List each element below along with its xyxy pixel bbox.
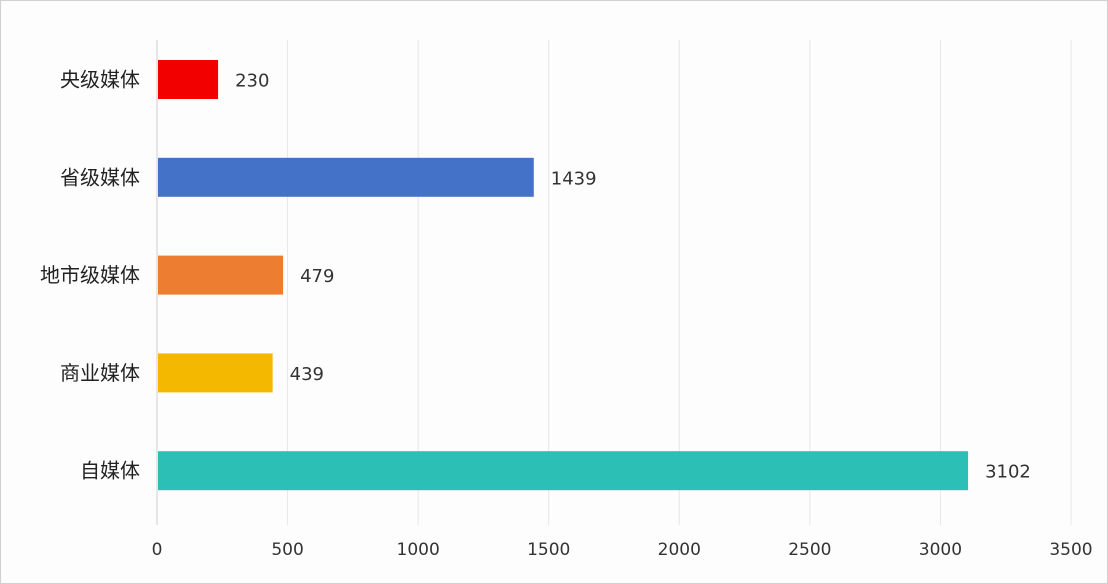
bar — [158, 60, 219, 99]
bar — [158, 255, 284, 295]
category-label: 自媒体 — [80, 459, 140, 483]
x-tick-label: 3500 — [1049, 540, 1092, 560]
x-tick-label: 3000 — [919, 540, 962, 560]
x-tick-label: 500 — [271, 540, 303, 560]
x-tick-label: 1000 — [397, 540, 440, 560]
category-label: 央级媒体 — [60, 68, 140, 92]
x-tick-label: 1500 — [527, 540, 570, 560]
category-label: 商业媒体 — [60, 361, 140, 385]
bar — [158, 157, 534, 197]
data-label: 230 — [235, 71, 269, 92]
data-label: 439 — [290, 364, 324, 385]
x-tick-label: 2000 — [658, 540, 701, 560]
category-label: 地市级媒体 — [40, 263, 140, 287]
category-label: 省级媒体 — [60, 165, 140, 189]
bar — [158, 353, 273, 393]
data-label: 1439 — [551, 168, 597, 189]
x-tick-label: 0 — [152, 540, 163, 560]
bar — [158, 451, 969, 491]
data-label: 479 — [300, 266, 334, 287]
data-label: 3102 — [985, 462, 1031, 483]
x-tick-label: 2500 — [788, 540, 831, 560]
